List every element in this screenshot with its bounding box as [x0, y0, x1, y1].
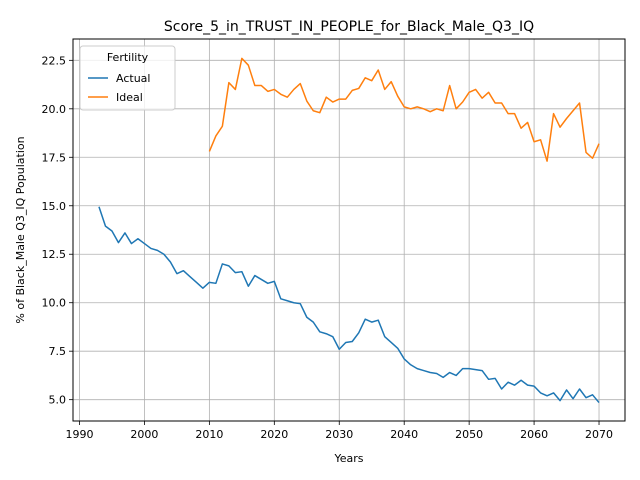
x-tick-label: 2000 [130, 428, 158, 441]
x-tick-label: 2040 [390, 428, 418, 441]
y-tick-label: 7.5 [49, 345, 67, 358]
y-axis-label: % of Black_Male Q3_IQ Population [14, 136, 27, 323]
legend-label-actual: Actual [116, 72, 150, 85]
chart-title: Score_5_in_TRUST_IN_PEOPLE_for_Black_Mal… [164, 19, 534, 35]
series-lines [98, 57, 600, 404]
x-tick-label: 2060 [520, 428, 548, 441]
legend-title: Fertility [107, 51, 149, 64]
series-line-ideal [208, 57, 600, 162]
y-tick-label: 10.0 [42, 297, 67, 310]
grid-lines [73, 39, 625, 421]
legend-label-ideal: Ideal [116, 91, 143, 104]
legend: Fertility Actual Ideal [79, 45, 176, 111]
x-tick-label: 1990 [65, 428, 93, 441]
y-tick-label: 12.5 [42, 248, 67, 261]
y-tick-label: 5.0 [49, 394, 67, 407]
y-tick-label: 22.5 [42, 54, 67, 67]
legend-box [79, 45, 176, 111]
x-tick-label: 2030 [325, 428, 353, 441]
x-tick-label: 2050 [455, 428, 483, 441]
y-tick-label: 20.0 [42, 103, 67, 116]
legend-items: Actual Ideal [88, 72, 150, 104]
axis-ticks: 1990 2000 2010 2020 2030 2040 2050 2060 2070 5.0 7… [42, 54, 614, 441]
x-tick-label: 2020 [260, 428, 288, 441]
x-tick-label: 2010 [195, 428, 223, 441]
plot-frame [72, 38, 626, 422]
x-tick-label: 2070 [585, 428, 613, 441]
y-tick-label: 17.5 [42, 151, 67, 164]
series-line-actual [98, 206, 600, 404]
x-axis-label: Years [333, 452, 363, 465]
y-tick-label: 15.0 [42, 200, 67, 213]
